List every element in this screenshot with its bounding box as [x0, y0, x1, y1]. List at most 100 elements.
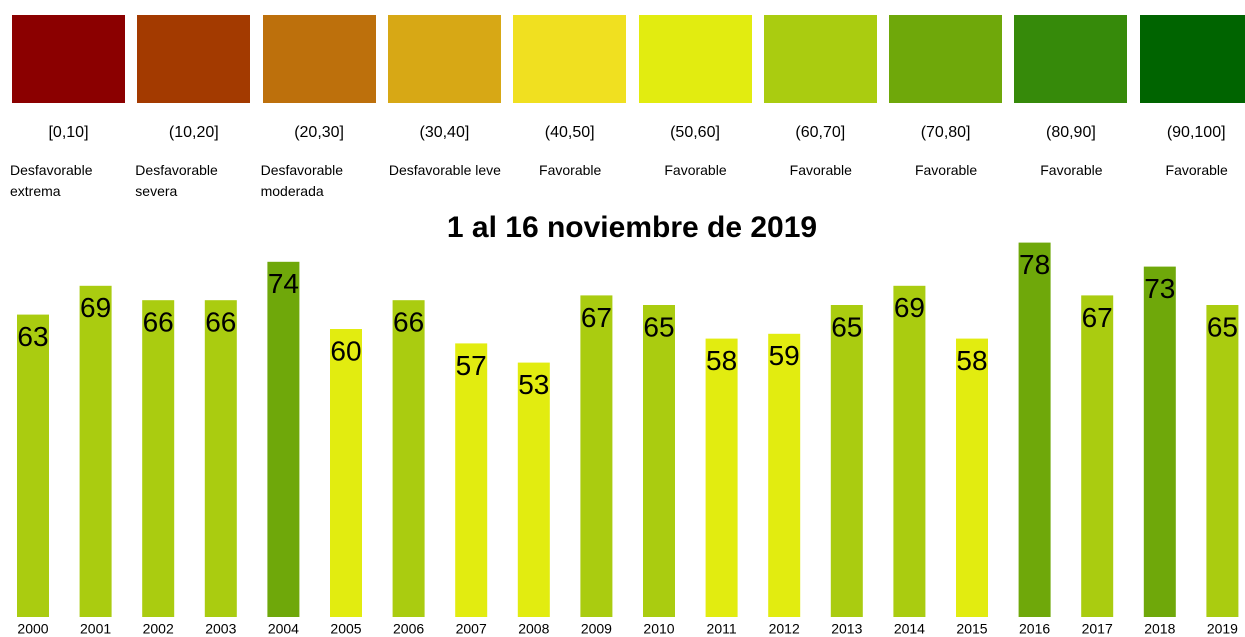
legend-label-text: Favorable [1165, 162, 1228, 178]
x-tick-label: 2017 [1082, 621, 1113, 637]
x-tick-label: 2006 [393, 621, 424, 637]
bar [79, 285, 112, 617]
data-label: 67 [1082, 302, 1113, 333]
x-tick-label: 2002 [143, 621, 174, 637]
bar [580, 295, 613, 617]
legend-label-text: Desfavorable extrema [10, 162, 93, 199]
bar [1206, 305, 1239, 617]
x-tick-label: 2015 [956, 621, 987, 637]
data-label: 63 [17, 321, 48, 352]
data-label: 58 [706, 345, 737, 376]
legend-label-text: Favorable [539, 162, 602, 178]
bar [956, 338, 988, 617]
data-label: 66 [143, 307, 174, 338]
data-label: 66 [205, 307, 236, 338]
data-label: 65 [643, 311, 674, 342]
x-tick-label: 2019 [1207, 621, 1238, 637]
x-tick-label: 2005 [330, 621, 361, 637]
data-label: 69 [80, 292, 111, 323]
x-tick-label: 2003 [205, 621, 236, 637]
bar [893, 285, 926, 617]
legend-label-text: Favorable [914, 162, 978, 178]
x-tick-label: 2008 [518, 621, 549, 637]
legend-range: (60,70] [795, 124, 846, 141]
legend-swatch [638, 15, 752, 103]
legend-range: [0,10] [48, 124, 89, 141]
x-tick-label: 2011 [707, 621, 737, 637]
legend-range: (30,40] [419, 124, 470, 141]
bar [330, 329, 362, 617]
legend-label: Favorable [762, 160, 880, 181]
legend-label-text: Desfavorable moderada [260, 162, 344, 199]
legend-range: (90,100] [1166, 124, 1226, 141]
legend-label-text: Favorable [664, 162, 727, 178]
bar [392, 300, 425, 617]
bar [204, 300, 237, 617]
bar [1081, 295, 1114, 617]
data-label: 69 [894, 292, 925, 323]
legend-label-text: Desfavorable severa [135, 162, 218, 199]
data-label: 60 [330, 335, 361, 366]
legend-swatch [12, 15, 125, 103]
legend-swatch [262, 15, 376, 103]
x-tick-label: 2012 [769, 621, 800, 637]
data-label: 78 [1019, 249, 1050, 280]
legend-range: (10,20] [168, 124, 219, 141]
x-tick-label: 2018 [1144, 621, 1175, 637]
legend-swatch [889, 15, 1003, 103]
legend-swatch [387, 15, 501, 103]
x-tick-label: 2014 [894, 621, 925, 637]
data-label: 58 [956, 345, 987, 376]
bar [455, 343, 488, 617]
bar [1143, 266, 1176, 617]
legend-range: (40,50] [544, 124, 595, 141]
legend-label-text: Favorable [1040, 162, 1103, 178]
x-tick-label: 2013 [831, 621, 862, 637]
data-label: 59 [769, 340, 800, 371]
legend-label: Desfavorable moderada [261, 160, 379, 202]
legend-range: (80,90] [1045, 124, 1096, 141]
bar [1018, 242, 1051, 617]
x-tick-label: 2004 [268, 621, 299, 637]
data-label: 67 [581, 302, 612, 333]
bar [705, 338, 738, 617]
bar [267, 261, 300, 617]
legend-label: Favorable [1012, 160, 1130, 181]
legend-label: Desfavorable extrema [10, 160, 128, 202]
legend-label: Favorable [511, 160, 629, 181]
x-tick-label: 2007 [456, 621, 487, 637]
legend-label-text: Favorable [789, 162, 852, 178]
legend-range: (50,60] [670, 124, 720, 141]
legend-label: Favorable [1138, 160, 1245, 181]
bar [142, 300, 175, 617]
legend-swatch [513, 15, 627, 103]
legend-range: (20,30] [294, 124, 344, 141]
x-tick-label: 2016 [1019, 621, 1050, 637]
bar [643, 305, 675, 617]
data-label: 66 [393, 307, 424, 338]
bar [768, 333, 801, 617]
data-label: 73 [1144, 273, 1175, 304]
bar [830, 305, 863, 617]
bar [17, 314, 49, 617]
data-label: 65 [1207, 311, 1238, 342]
data-label: 57 [456, 350, 487, 381]
legend-label: Desfavorable severa [135, 160, 253, 202]
legend-swatch [1139, 15, 1245, 103]
x-tick-label: 2000 [17, 621, 48, 637]
x-tick-label: 2001 [80, 621, 111, 637]
legend-label: Favorable [637, 160, 755, 181]
data-label: 53 [518, 369, 549, 400]
legend-label-text: Desfavorable leve [388, 162, 501, 178]
legend-label: Desfavorable leve [386, 160, 504, 181]
legend-range: (70,80] [920, 124, 971, 141]
legend-swatch [137, 15, 251, 103]
bar [517, 362, 550, 617]
legend-swatch [763, 15, 877, 103]
x-tick-label: 2010 [643, 621, 674, 637]
legend-label: Favorable [887, 160, 1005, 181]
data-label: 74 [268, 268, 299, 299]
data-label: 65 [831, 311, 862, 342]
